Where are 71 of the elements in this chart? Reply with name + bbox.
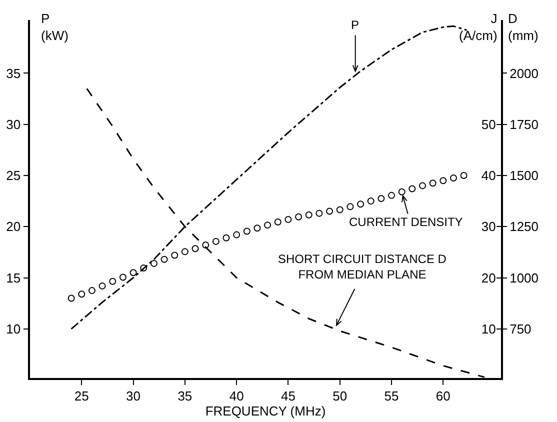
point: [150, 260, 158, 267]
point: [336, 206, 344, 214]
point: [346, 203, 354, 210]
point: [109, 278, 116, 285]
point: [88, 287, 96, 294]
y3-axis-title: D (mm): [508, 11, 538, 43]
y-tick-label: 15: [6, 270, 21, 286]
y2-tick-label: 50: [481, 116, 496, 132]
point: [305, 211, 312, 218]
point: [326, 208, 334, 215]
point: [295, 213, 302, 220]
point: [254, 224, 261, 232]
y2-tick-label: 20: [481, 270, 496, 286]
y-axis-title: P (kW): [41, 11, 68, 43]
point: [212, 238, 220, 245]
point: [440, 177, 447, 184]
point: [460, 172, 468, 179]
y-tick-label: 30: [6, 116, 21, 132]
y3-tick-label: 1750: [510, 116, 539, 132]
y3-tick-label: 2000: [510, 66, 539, 81]
point: [202, 242, 210, 249]
y3-tick-label: 1250: [510, 219, 539, 234]
point: [243, 228, 250, 235]
point: [378, 194, 385, 202]
point: [388, 192, 396, 199]
point: [367, 198, 374, 205]
x-axis-title: FREQUENCY (MHz): [205, 403, 326, 418]
x-tick-label: 55: [384, 388, 399, 404]
y3-tick-label: 750: [510, 321, 532, 336]
y2-tick-label: 30: [481, 219, 496, 234]
point: [130, 269, 137, 276]
point: [68, 294, 75, 302]
annotation: P: [351, 18, 360, 32]
point: [98, 282, 106, 290]
y2-tick-label: 40: [481, 168, 496, 184]
x-tick-label: 60: [436, 388, 450, 404]
x-tick-label: 40: [229, 388, 244, 404]
point: [181, 248, 188, 256]
y3-tick-label: 1000: [510, 270, 539, 286]
point: [160, 256, 168, 263]
point: [284, 216, 292, 223]
annotation: SHORT CIRCUIT DISTANCE D FROM MEDIAN PLANE: [278, 252, 447, 282]
point: [78, 290, 86, 298]
x-tick-label: 25: [74, 388, 89, 404]
point: [316, 210, 323, 217]
annotation: CURRENT DENSITY: [349, 215, 463, 229]
point: [171, 252, 178, 259]
y-tick-label: 20: [6, 219, 21, 234]
point: [408, 185, 416, 192]
point: [222, 234, 230, 242]
point: [274, 218, 282, 226]
point: [357, 200, 364, 208]
y-tick-label: 35: [6, 66, 21, 81]
point: [140, 264, 148, 272]
point: [119, 274, 126, 281]
y2-tick-label: 10: [481, 321, 496, 336]
x-tick-label: 50: [332, 388, 348, 404]
y3-tick-label: 1500: [510, 168, 539, 184]
point: [233, 231, 240, 238]
y2-axis-title: J (A/cm): [459, 11, 498, 43]
y-tick-label: 25: [6, 168, 21, 184]
y-tick-label: 10: [6, 321, 21, 336]
point: [192, 245, 199, 252]
point: [264, 222, 272, 229]
point: [429, 180, 436, 187]
x-tick-label: 35: [178, 388, 192, 404]
x-tick-label: 45: [280, 388, 296, 404]
x-tick-label: 30: [126, 388, 141, 404]
point: [398, 188, 406, 196]
point: [450, 174, 457, 182]
point: [419, 182, 426, 190]
